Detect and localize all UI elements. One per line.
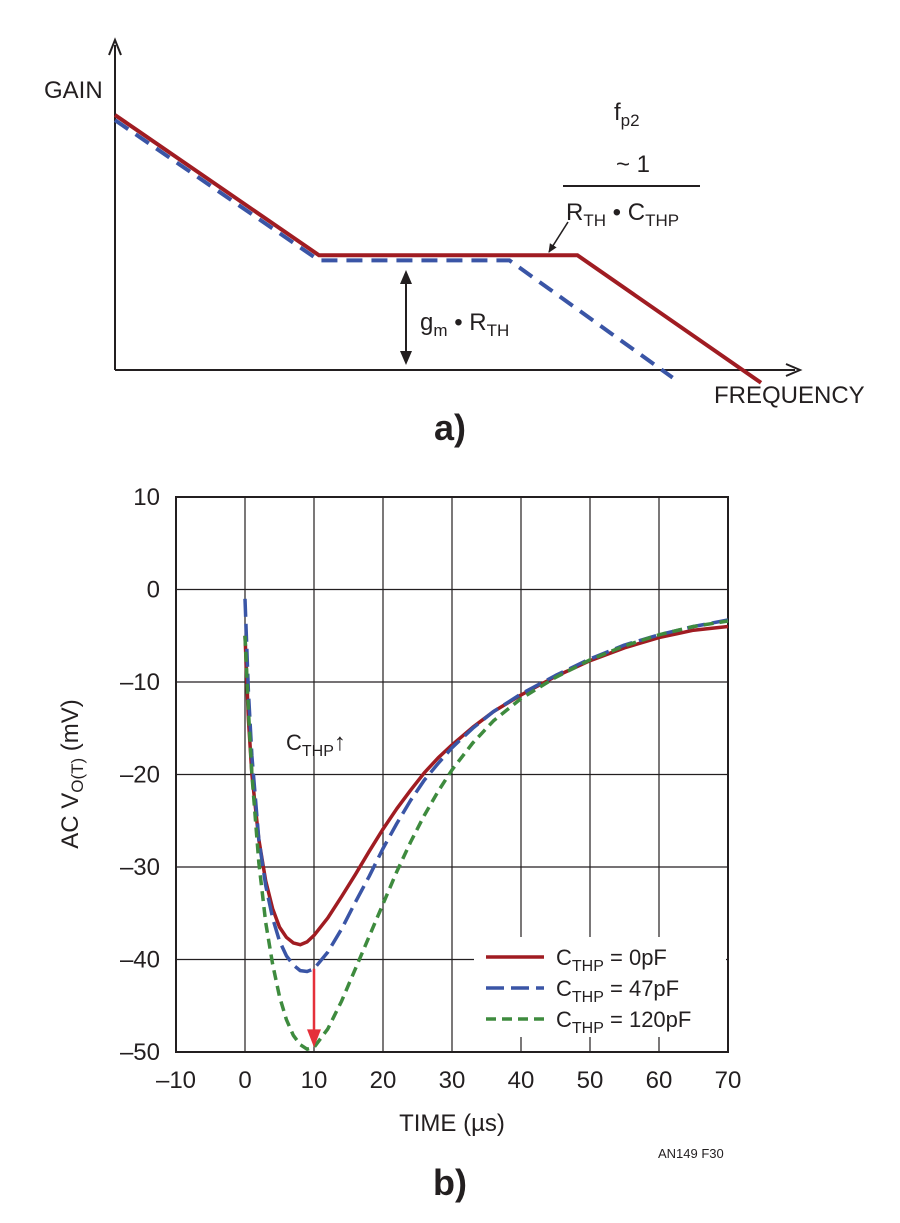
x-tick-label: 40 [508,1067,535,1094]
x-tick-label: 20 [370,1067,397,1094]
y-tick-label: –30 [120,854,160,881]
x-tick-label: 10 [301,1067,328,1094]
capacitance-annotation: CTHP↑ [286,729,346,760]
y-tick-label: –50 [120,1039,160,1066]
y-axis-title: AC VO(T) (mV) [57,699,87,849]
pole-denominator: RTH • CTHP [566,199,679,230]
gain-label: gm • RTH [420,309,509,340]
transient-response-chart: –10 0 10 20 30 40 50 60 70 10 0 –10 –20 –30 –40 –50 CTH… [57,484,741,1203]
panel-a-label: a) [434,407,466,448]
x-tick-label: 50 [577,1067,604,1094]
y-tick-label: 10 [133,484,160,511]
y-tick-label: –20 [120,762,160,789]
panel-b-label: b) [433,1162,467,1203]
frequency-axis-arrowhead [785,363,803,377]
pole-numerator: ~ 1 [616,151,650,178]
figure-id-label: AN149 F30 [658,1146,724,1161]
x-tick-label: 0 [238,1067,251,1094]
pole-label: fp2 [614,99,640,130]
legend-label: CTHP = 47pF [556,976,679,1006]
gain-dimension-arrow-top [400,270,412,284]
x-tick-label: 60 [646,1067,673,1094]
gain-axis-arrowhead [108,37,122,56]
y-tick-label: –10 [120,669,160,696]
gain-axis-label: GAIN [44,77,103,104]
x-axis-title: TIME (µs) [399,1110,505,1137]
capacitance-increase-arrowhead [307,1029,321,1048]
plot-frame [175,496,729,1053]
series-line-120pf [243,619,729,1051]
y-tick-label: 0 [147,577,160,604]
series-line-47pf [243,598,729,974]
x-tick-label: 30 [439,1067,466,1094]
gain-dimension-arrow-bottom [400,351,412,365]
legend-label: CTHP = 120pF [556,1007,691,1037]
gain-curve-solid [113,113,763,385]
pole-pointer-arrow [548,221,569,253]
frequency-axis-label: FREQUENCY [714,382,865,409]
series-line-0pf [243,624,729,947]
legend-label: CTHP = 0pF [556,945,667,975]
x-tick-label: –10 [156,1067,196,1094]
gain-frequency-chart: GAIN FREQUENCY gm • RTH fp2 ~ 1 RTH • CT… [44,37,865,448]
y-tick-label: –40 [120,947,160,974]
x-tick-label: 70 [715,1067,742,1094]
gain-curve-dashed [113,118,674,380]
